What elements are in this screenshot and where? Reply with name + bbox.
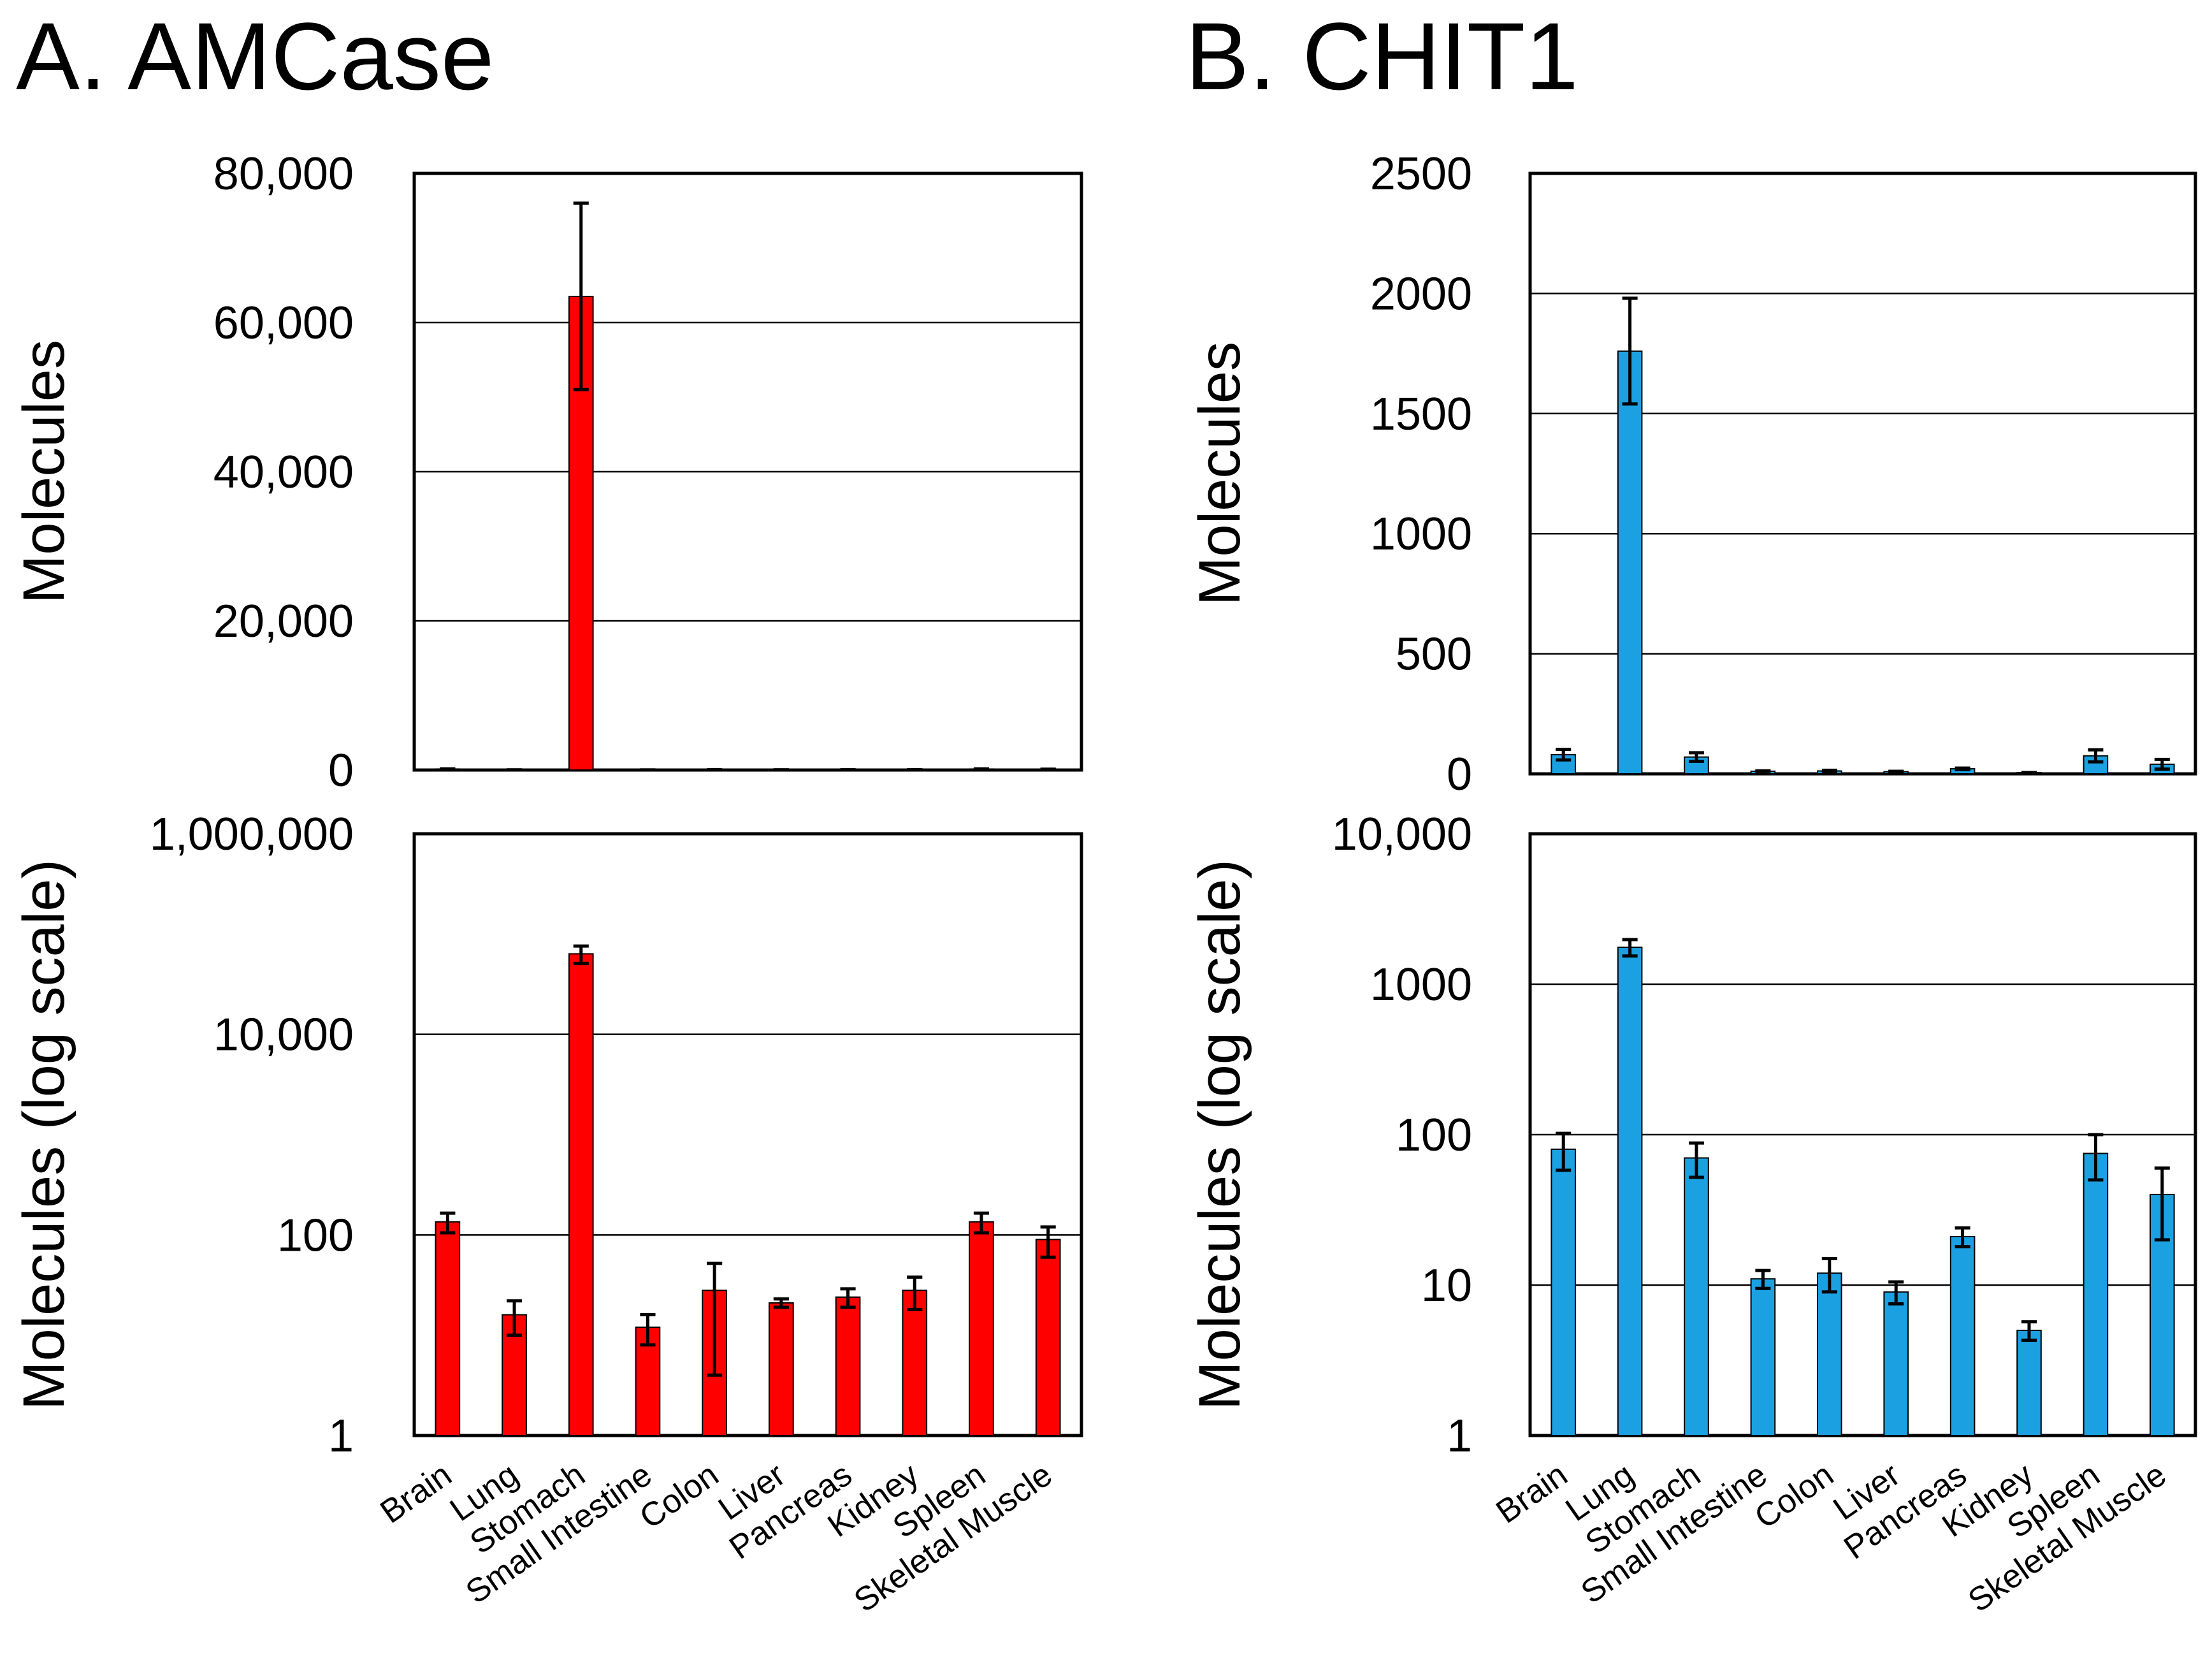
error-bar-pancreas xyxy=(1955,766,1970,771)
error-bar-skeletal-muscle xyxy=(2154,1166,2170,1242)
y-tick-label: 0 xyxy=(1447,749,1472,800)
bar-skeletal-muscle xyxy=(1035,1239,1061,1436)
error-bar-lung xyxy=(506,1299,523,1337)
amcase-log-plot: 1 100 10,000 1,000,000 Molecules (log scale)… xyxy=(11,809,1083,1620)
plot-frame xyxy=(1528,832,2197,1437)
y-tick-label: 0 xyxy=(328,745,354,796)
error-bar-small-intestine xyxy=(1755,1269,1771,1290)
bar-brain xyxy=(435,1221,461,1437)
y-tick-label: 80,000 xyxy=(213,149,354,200)
y-axis-label: Molecules xyxy=(11,340,76,604)
error-bar-brain xyxy=(1556,748,1572,762)
error-bar-small-intestine xyxy=(640,1313,656,1347)
bar-pancreas xyxy=(1949,1235,1976,1437)
error-bar-skeletal-muscle xyxy=(1040,767,1056,771)
bar-kidney xyxy=(2016,1330,2042,1436)
y-tick-label: 100 xyxy=(277,1210,354,1261)
error-bar-lung xyxy=(1622,296,1638,406)
y-tick-label: 10,000 xyxy=(213,1010,354,1061)
category-label-colon: Colon xyxy=(1748,1456,1840,1536)
error-bar-pancreas xyxy=(1955,1226,1970,1249)
bar-stomach xyxy=(1684,1157,1709,1437)
error-bar-pancreas xyxy=(840,1287,856,1309)
y-axis-label: Molecules (log scale) xyxy=(11,859,76,1410)
category-label-brain: Brain xyxy=(1489,1456,1574,1530)
y-tick-label: 1000 xyxy=(1370,509,1472,560)
amcase-linear-plot: 0 20,000 40,000 60,000 80,000 Molecules xyxy=(11,149,1083,796)
bar-small-intestine xyxy=(1750,1278,1776,1436)
bar-kidney xyxy=(902,1290,928,1437)
error-bar-stomach xyxy=(1688,1141,1705,1179)
error-bar-brain xyxy=(440,1211,456,1235)
error-bar-skeletal-muscle xyxy=(2154,757,2170,771)
y-tick-label: 500 xyxy=(1396,629,1472,680)
panel-b-title: B. CHIT1 xyxy=(1185,3,1579,110)
y-tick-label: 1 xyxy=(1447,1411,1472,1462)
bar-pancreas xyxy=(835,1296,861,1437)
error-bar-liver xyxy=(1888,1280,1904,1305)
plot-frame xyxy=(1528,171,2197,776)
y-tick-label: 20,000 xyxy=(213,596,354,647)
y-tick-label: 60,000 xyxy=(213,298,354,349)
error-bar-lung xyxy=(1622,938,1638,958)
bar-liver xyxy=(769,1302,794,1436)
panel-a-title: A. AMCase xyxy=(16,3,494,110)
error-bar-stomach xyxy=(1688,751,1705,763)
error-bar-spleen xyxy=(973,1211,990,1235)
error-bar-colon xyxy=(707,767,723,772)
bar-stomach xyxy=(568,953,594,1437)
y-tick-label: 2500 xyxy=(1370,149,1472,200)
y-tick-label: 1000 xyxy=(1370,959,1472,1010)
y-tick-label: 10,000 xyxy=(1332,809,1472,860)
bar-liver xyxy=(1883,1291,1909,1437)
error-bar-kidney xyxy=(907,1275,923,1312)
plot-frame xyxy=(412,171,1083,772)
chit1-log-plot: 1 10 100 1000 10,000 Molecules (log scale) Bra… xyxy=(1187,809,2197,1620)
y-tick-label: 1500 xyxy=(1370,389,1472,440)
category-label-colon: Colon xyxy=(633,1456,725,1536)
bar-brain xyxy=(1551,1148,1576,1436)
error-bar-stomach xyxy=(573,201,589,391)
y-tick-label: 100 xyxy=(1396,1110,1472,1161)
y-tick-label: 1,000,000 xyxy=(150,809,354,860)
y-tick-label: 1 xyxy=(328,1411,354,1462)
y-axis-label: Molecules (log scale) xyxy=(1187,859,1252,1410)
error-bar-colon xyxy=(1821,768,1837,774)
bar-spleen xyxy=(969,1221,994,1437)
bar-lung xyxy=(1617,350,1643,774)
y-axis-label: Molecules xyxy=(1187,342,1252,606)
y-tick-label: 10 xyxy=(1421,1260,1472,1311)
y-tick-label: 2000 xyxy=(1370,268,1472,319)
error-bar-spleen xyxy=(2088,1133,2104,1182)
error-bar-kidney xyxy=(2021,1320,2037,1342)
error-bar-spleen xyxy=(2088,748,2104,764)
bar-spleen xyxy=(2083,1152,2109,1437)
y-tick-label: 40,000 xyxy=(213,447,354,498)
bar-lung xyxy=(1617,947,1643,1436)
error-bar-skeletal-muscle xyxy=(1040,1225,1056,1259)
error-bar-liver xyxy=(773,1297,789,1309)
category-label-brain: Brain xyxy=(374,1456,459,1530)
plot-frame xyxy=(412,832,1083,1437)
bar-colon xyxy=(1817,1272,1842,1436)
error-bar-colon xyxy=(1821,1256,1837,1294)
chit1-linear-plot: 0 500 1000 1500 2000 2500 Molecules xyxy=(1187,149,2197,800)
error-bar-brain xyxy=(1556,1131,1572,1172)
error-bar-colon xyxy=(707,1261,723,1377)
error-bar-liver xyxy=(1888,769,1904,774)
error-bar-stomach xyxy=(573,944,589,965)
